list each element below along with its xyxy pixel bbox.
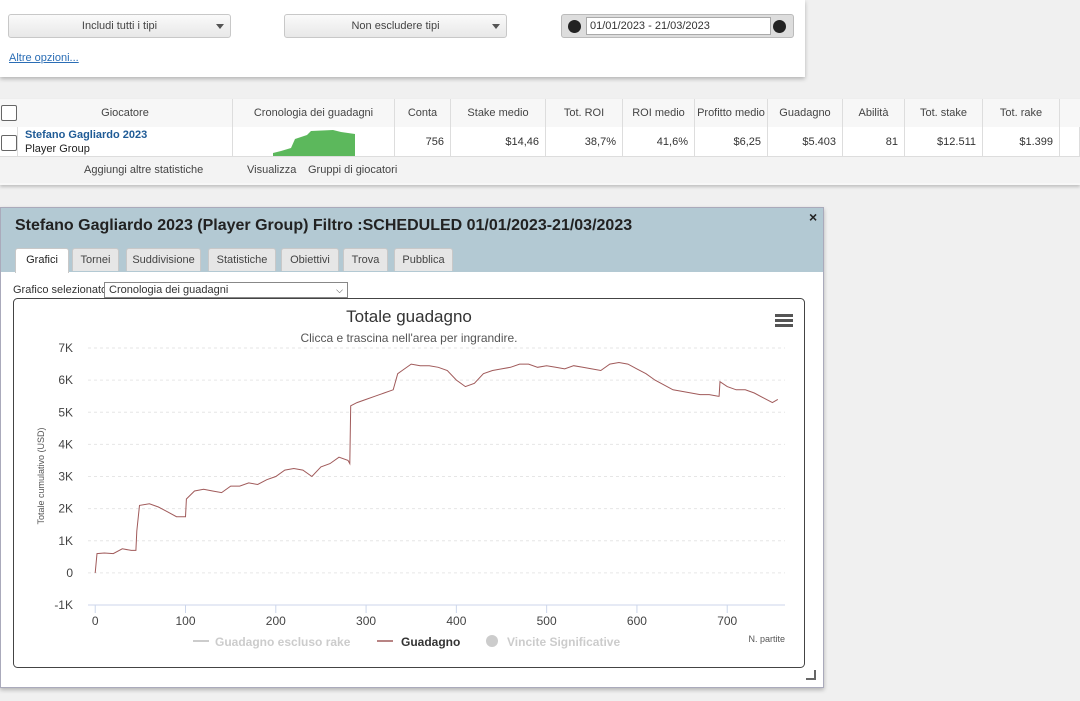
header-cell[interactable]: Profitto medio (695, 99, 768, 127)
tab[interactable]: Tornei (72, 248, 119, 271)
select-text: Includi tutti i tipi (81, 20, 158, 32)
row-cell (233, 127, 395, 157)
y-tick-label: 0 (66, 566, 73, 580)
x-tick-label: 700 (717, 614, 737, 628)
x-tick-label: 300 (356, 614, 376, 628)
x-tick-label: 500 (537, 614, 557, 628)
chart: Totale guadagno Clicca e trascina nell'a… (13, 298, 805, 668)
legend-label[interactable]: Vincite Significative (507, 635, 620, 649)
tab[interactable]: Obiettivi (281, 248, 339, 271)
date-range: 01/01/2023 - 21/03/2023 (561, 14, 794, 38)
header-cell (1060, 99, 1080, 127)
resize-handle[interactable] (806, 670, 816, 680)
include-types-select[interactable]: Includi tutti i tipi (8, 14, 231, 38)
toolbar (0, 157, 1080, 183)
x-tick-label: 400 (446, 614, 466, 628)
row-cell: $1.399 (983, 127, 1060, 157)
legend-label[interactable]: Guadagno (401, 635, 460, 649)
legend-symbol (486, 635, 498, 647)
chart-select-label: Grafico selezionato (13, 284, 108, 296)
next-button[interactable] (773, 20, 786, 33)
row-checkbox[interactable] (1, 135, 17, 151)
header-cell[interactable]: Tot. rake (983, 99, 1060, 127)
series-line (94, 361, 779, 573)
y-axis-label: Totale cumulativo (USD) (36, 427, 46, 524)
row-cell: $5.403 (768, 127, 843, 157)
dialog-title: Stefano Gagliardo 2023 (Player Group) Fi… (15, 217, 633, 234)
tab[interactable]: Trova (343, 248, 388, 271)
header-cell[interactable]: Tot. stake (905, 99, 983, 127)
tab[interactable]: Suddivisione (126, 248, 201, 271)
sparkline (273, 130, 355, 156)
row-cell: 756 (395, 127, 451, 157)
view-button[interactable]: Visualizza (247, 164, 297, 176)
toolbar-icons (9, 166, 69, 178)
player-name-link[interactable]: Stefano Gagliardo 2023 (25, 129, 148, 141)
header-cell[interactable]: Stake medio (451, 99, 546, 127)
x-tick-label: 200 (266, 614, 286, 628)
y-tick-label: 6K (58, 373, 73, 387)
row-cell: $14,46 (451, 127, 546, 157)
header-cell[interactable]: Abilità (843, 99, 905, 127)
y-tick-label: 4K (58, 437, 73, 451)
y-tick-label: 2K (58, 502, 73, 516)
player-group: Player Group (25, 143, 90, 155)
groups-button[interactable]: Gruppi di giocatori (308, 164, 398, 176)
row-cell: Stefano Gagliardo 2023 Player Group (18, 127, 233, 157)
y-tick-label: 3K (58, 470, 73, 484)
row-cell: $6,25 (695, 127, 768, 157)
chart-subtitle: Clicca e trascina nell'area per ingrandi… (300, 331, 517, 345)
header-cell[interactable]: Guadagno (768, 99, 843, 127)
select-all-checkbox[interactable] (1, 105, 17, 121)
header-cell[interactable]: Giocatore (18, 99, 233, 127)
prev-button[interactable] (568, 20, 581, 33)
y-tick-label: 7K (58, 341, 73, 355)
add-stats-button[interactable]: Aggiungi altre statistiche (84, 164, 204, 176)
row-cell: 81 (843, 127, 905, 157)
chart-title: Totale guadagno (346, 307, 472, 326)
filter-panel: Includi tutti i tipi Non escludere tipi … (0, 0, 805, 77)
more-options-link[interactable]: Altre opzioni... (9, 52, 79, 64)
legend-label[interactable]: Guadagno escluso rake (215, 635, 351, 649)
header-cell[interactable]: Cronologia dei guadagni (233, 99, 395, 127)
y-tick-label: 5K (58, 405, 73, 419)
row-cell: 38,7% (546, 127, 623, 157)
row-cell: $12.511 (905, 127, 983, 157)
y-tick-label: 1K (58, 534, 73, 548)
x-tick-label: 100 (175, 614, 195, 628)
x-axis-label: N. partite (748, 634, 785, 644)
exclude-types-select[interactable]: Non escludere tipi (284, 14, 507, 38)
header-cell[interactable]: ROI medio (623, 99, 695, 127)
y-tick-label: -1K (54, 598, 73, 612)
header-cell[interactable]: Tot. ROI (546, 99, 623, 127)
tab[interactable]: Statistiche (208, 248, 276, 271)
date-input[interactable]: 01/01/2023 - 21/03/2023 (586, 17, 771, 35)
row-cell: 41,6% (623, 127, 695, 157)
row-cell (1060, 127, 1080, 157)
select-text: Non escludere tipi (351, 20, 440, 32)
menu-icon[interactable] (775, 314, 793, 327)
select-text: Cronologia dei guadagni (109, 284, 229, 296)
x-tick-label: 0 (92, 614, 99, 628)
chart-frame (13, 298, 805, 668)
tab[interactable]: Pubblica (394, 248, 453, 271)
x-tick-label: 600 (627, 614, 647, 628)
header-cell[interactable]: Conta (395, 99, 451, 127)
chart-select[interactable]: Cronologia dei guadagni ⌵ (104, 282, 348, 298)
tab[interactable]: Grafici (15, 248, 69, 273)
close-button[interactable]: × (809, 209, 818, 225)
